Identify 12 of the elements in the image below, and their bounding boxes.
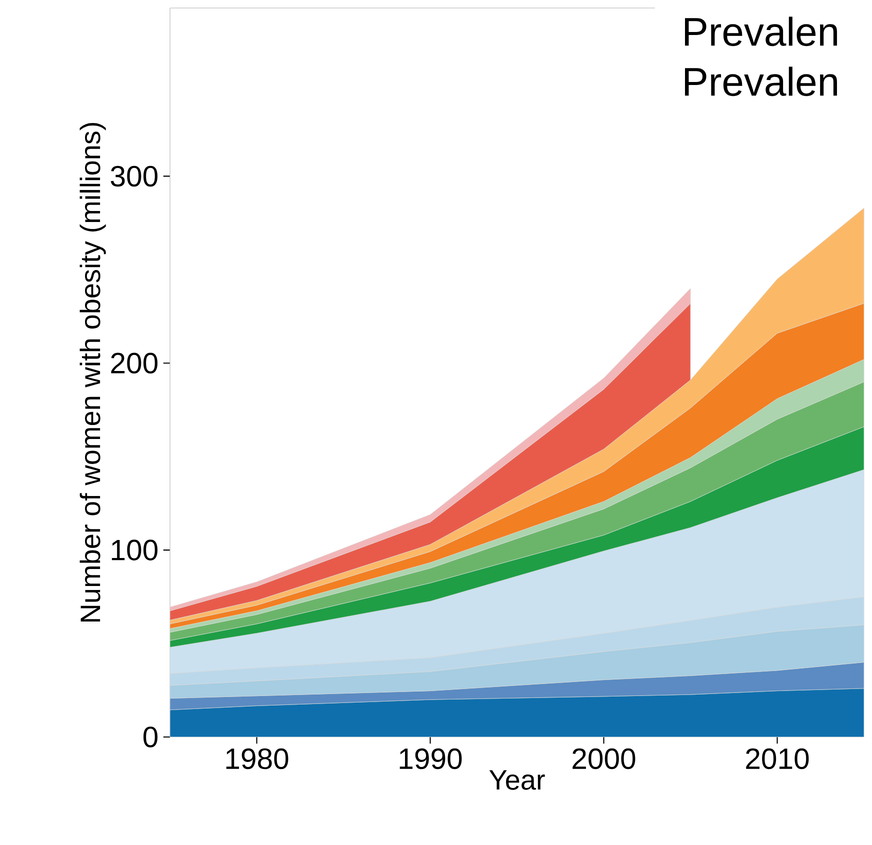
- y-tick-label: 300: [110, 166, 158, 187]
- x-tick-label: 2010: [746, 748, 809, 770]
- y-tick-label: 100: [112, 540, 158, 560]
- y-tick-label: 0: [143, 726, 158, 748]
- x-tick-label: 1990: [400, 748, 462, 770]
- x-tick-label: 2000: [572, 748, 636, 770]
- x-axis-title: Year: [489, 770, 545, 790]
- annotation: Prevalen: [684, 16, 837, 46]
- y-axis-title: Number of women with obesity (millions): [80, 123, 106, 622]
- x-tick-label: 1980: [226, 748, 288, 770]
- annotation: Prevalen: [684, 66, 837, 96]
- y-tick-label: 200: [111, 352, 158, 374]
